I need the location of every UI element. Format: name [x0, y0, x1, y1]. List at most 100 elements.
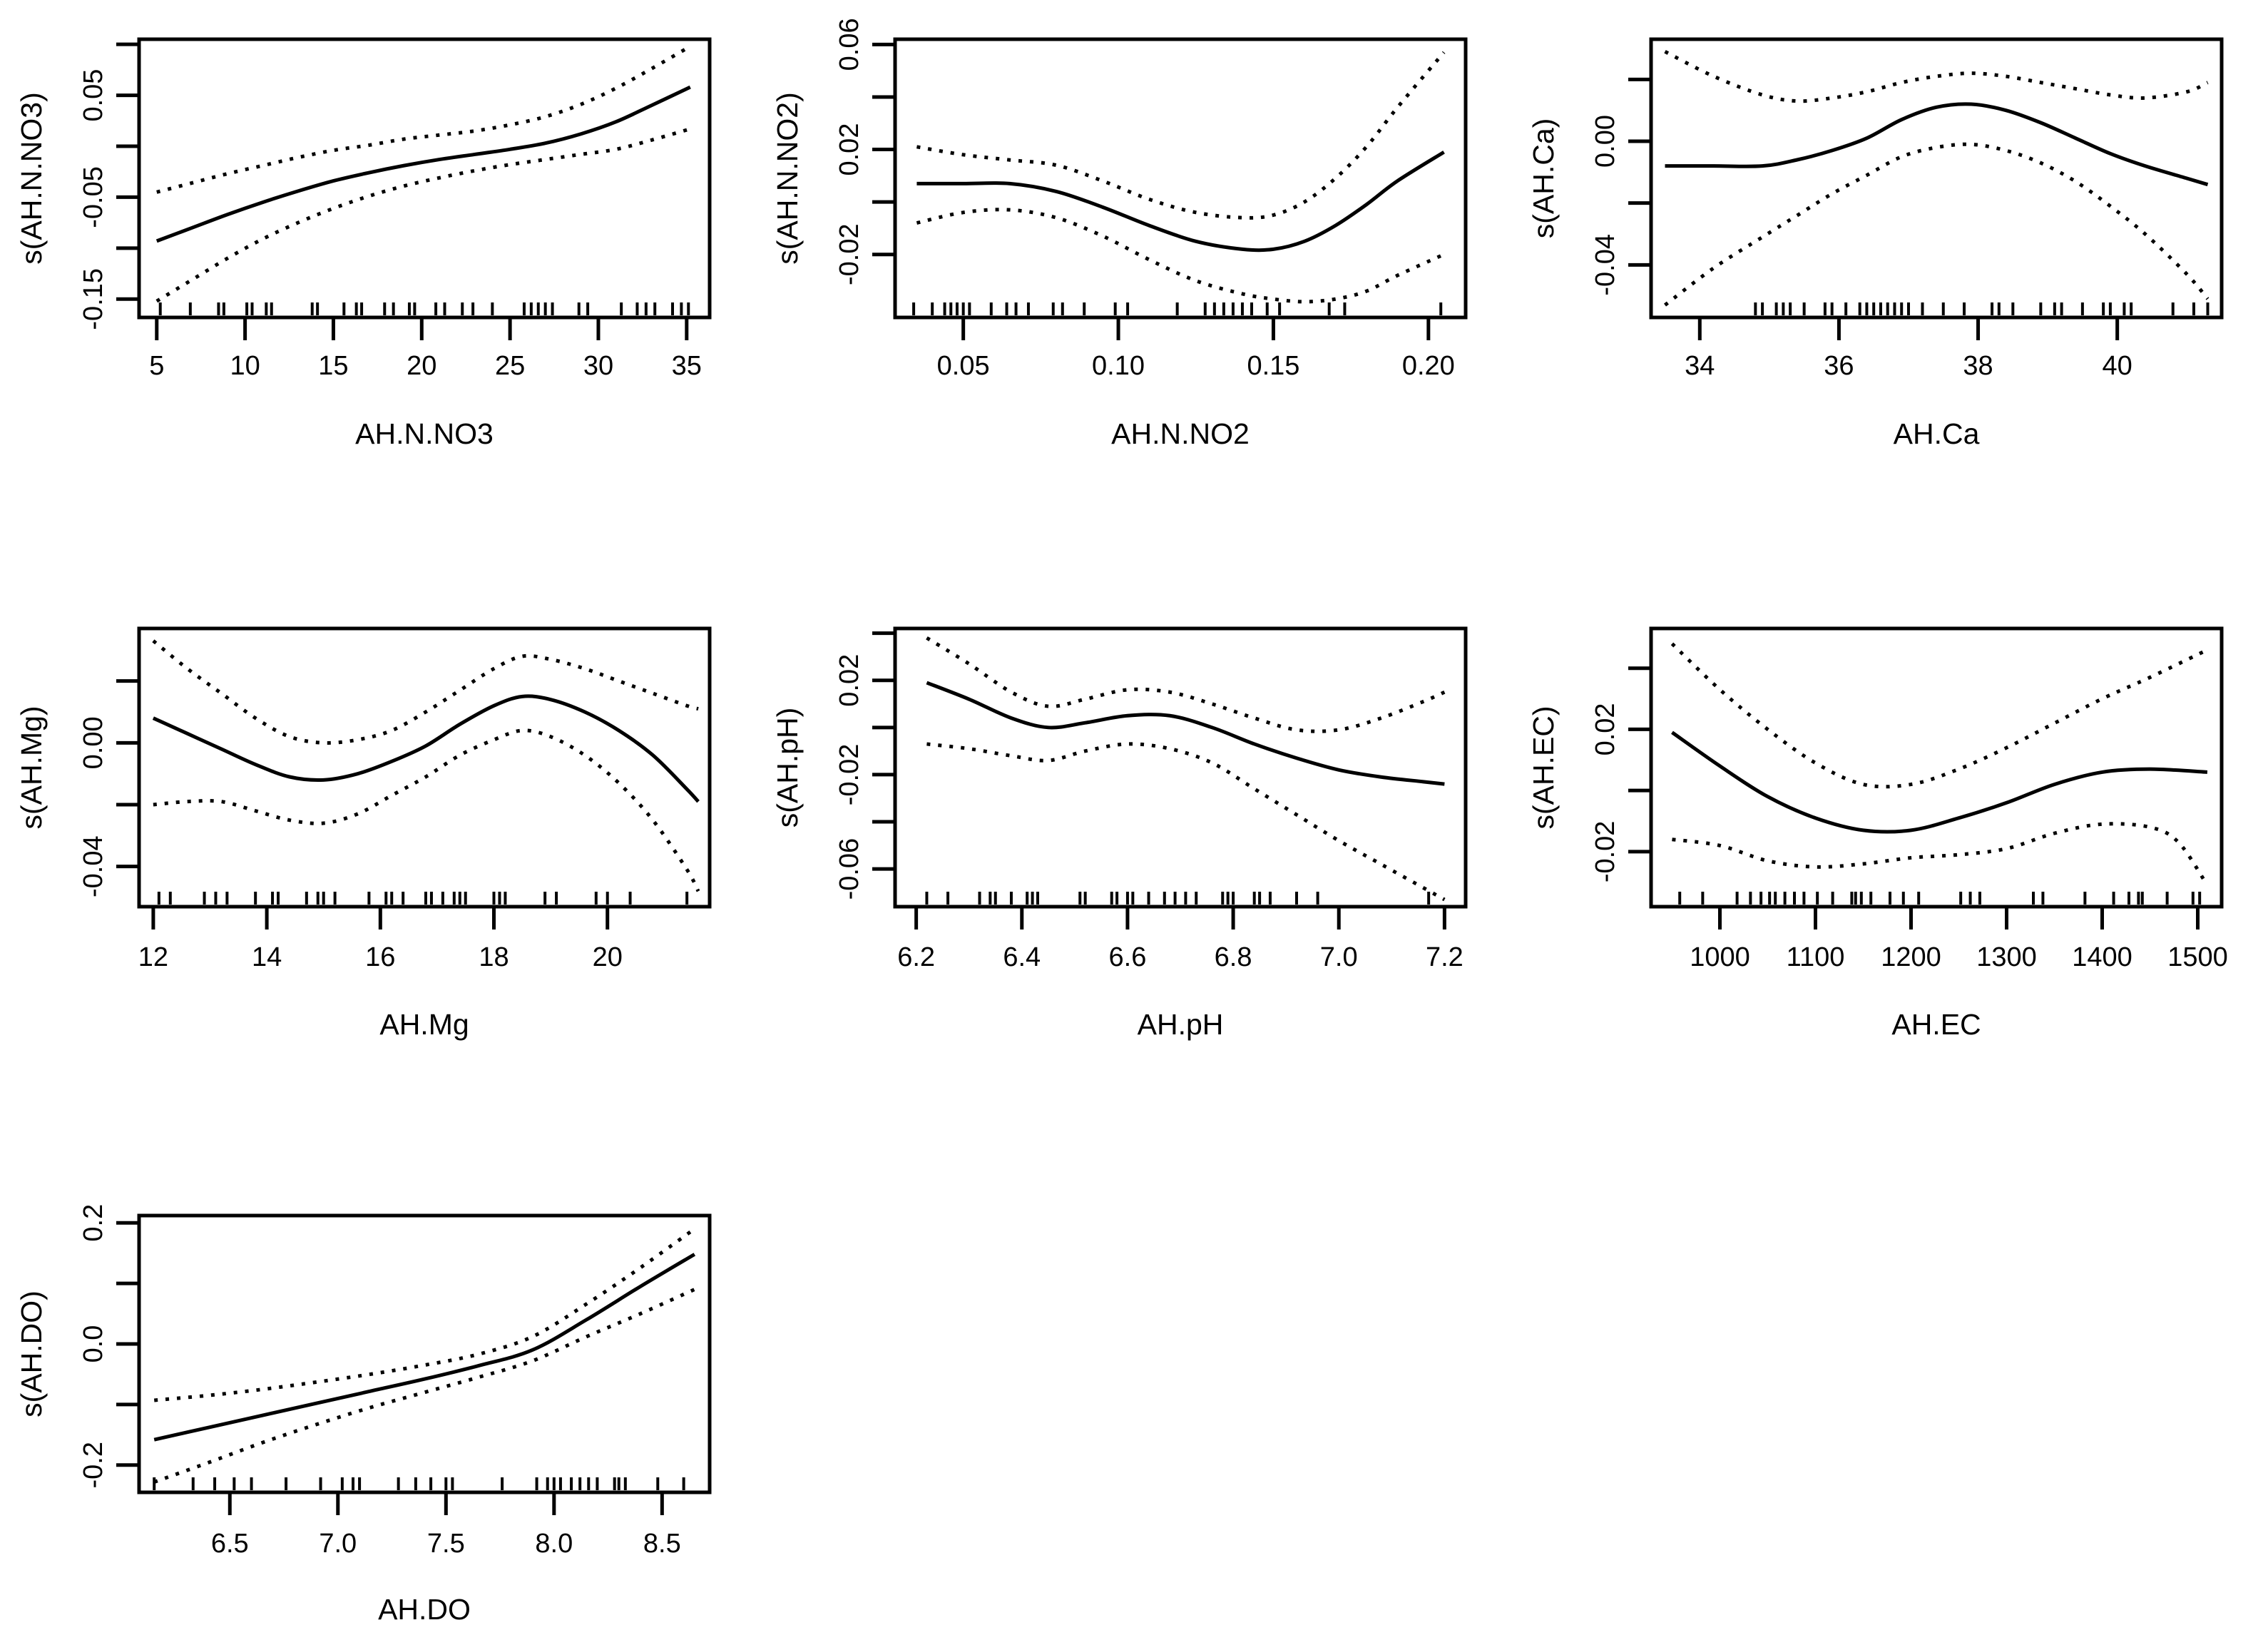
lower-95ci-line: [1672, 822, 2209, 887]
upper-95ci-line: [156, 44, 692, 194]
gam-panel-AH.N.NO2: 0.05 0.10 0.15 0.20 0.06 0.02 -0.02 AH.N.NO2 s(A…: [756, 0, 1512, 547]
y-tick-label: 0.06: [834, 18, 864, 71]
y-tick-label: -0.06: [834, 838, 864, 900]
y-tick-label: -0.02: [1590, 821, 1620, 883]
gam-panel-AH.Mg: 12 14 16 18 20 0.00 -0.04 AH.Mg s(AH.Mg): [0, 546, 756, 1094]
y-tick-label: 0.02: [834, 123, 864, 176]
x-tick-label: 34: [1685, 351, 1715, 381]
x-tick-label: 40: [2103, 351, 2132, 381]
y-tick-label: 0.02: [834, 654, 864, 707]
y-tick-label: -0.04: [78, 835, 108, 897]
lower-95ci-line: [153, 1288, 695, 1484]
x-tick-label: 8.0: [535, 1529, 573, 1559]
x-tick-label: 8.5: [643, 1529, 681, 1559]
x-axis-title: AH.Ca: [1894, 417, 1980, 450]
gam-panel-AH.EC: 1000 1100 1200 1300 1400 1500 0.02 -0.02 AH.EC s(…: [1512, 546, 2268, 1094]
rug-marks: [1678, 892, 2202, 905]
fit-line: [1671, 730, 2208, 834]
lower-95ci-line: [916, 208, 1445, 304]
x-tick-label: 6.6: [1109, 942, 1147, 972]
lower-95ci-line: [153, 728, 700, 892]
x-tick-label: 0.15: [1247, 351, 1299, 381]
x-axis-title: AH.N.NO3: [355, 417, 494, 450]
x-tick-label: 20: [593, 942, 623, 972]
x-tick-label: 36: [1824, 351, 1854, 381]
y-tick-label: 0.2: [78, 1204, 108, 1242]
x-axis-title: AH.EC: [1891, 1008, 1981, 1041]
rug-marks: [157, 892, 689, 905]
rug-marks: [153, 1477, 685, 1490]
x-tick-label: 25: [495, 351, 525, 381]
panel-plot: 6.5 7.0 7.5 8.0 8.5 0.2 0.0 -0.2 AH.DO s(AH.DO): [15, 1204, 712, 1626]
y-axis-title: s(AH.N.NO3): [15, 92, 48, 264]
x-tick-label: 14: [252, 942, 282, 972]
panel-plot: 1000 1100 1200 1300 1400 1500 0.02 -0.02 AH.EC s(…: [1527, 626, 2228, 1041]
x-tick-label: 16: [365, 942, 395, 972]
x-tick-label: 0.05: [937, 351, 990, 381]
fit-line: [1665, 102, 2209, 187]
x-tick-label: 7.2: [1426, 942, 1464, 972]
x-tick-label: 6.4: [1003, 942, 1041, 972]
y-axis-title: s(AH.N.NO2): [771, 92, 804, 264]
y-tick-label: -0.04: [1590, 234, 1620, 296]
plot-box: [137, 37, 712, 320]
x-tick-label: 20: [407, 351, 436, 381]
gam-panel-AH.DO: 6.5 7.0 7.5 8.0 8.5 0.2 0.0 -0.2 AH.DO s(AH.DO): [0, 1093, 756, 1640]
panel-plot: 0.05 0.10 0.15 0.20 0.06 0.02 -0.02 AH.N.NO2 s(A…: [771, 18, 1468, 450]
x-tick-label: 18: [479, 942, 509, 972]
upper-95ci-line: [1670, 642, 2208, 789]
y-tick-label: -0.05: [78, 166, 108, 228]
rug-marks: [158, 302, 690, 315]
x-axis-title: AH.Mg: [379, 1008, 469, 1041]
x-tick-label: 1200: [1881, 942, 1941, 972]
upper-95ci-line: [153, 1227, 696, 1402]
rug-marks: [925, 892, 1431, 905]
y-tick-label: 0.00: [78, 716, 108, 769]
x-tick-label: 1500: [2167, 942, 2228, 972]
panel-plot: 5 10 15 20 25 30 35 0.05 -0.05 -0.15 AH.N.NO3 s(AH.…: [15, 37, 712, 450]
x-tick-label: 10: [230, 351, 260, 381]
x-tick-label: 6.8: [1215, 942, 1252, 972]
x-tick-label: 38: [1963, 351, 1993, 381]
x-tick-label: 1300: [1976, 942, 2037, 972]
fit-line: [155, 85, 691, 243]
plot-box: [137, 1213, 712, 1494]
rug-marks: [1754, 302, 2210, 315]
panel-plot: 34 36 38 40 0.00 -0.04 AH.Ca s(AH.Ca): [1527, 37, 2224, 450]
plot-box: [1649, 37, 2224, 320]
fit-line: [916, 151, 1445, 253]
fit-line: [153, 1253, 696, 1442]
y-tick-label: -0.02: [834, 744, 864, 806]
x-tick-label: 15: [318, 351, 348, 381]
x-tick-label: 7.0: [1320, 942, 1358, 972]
y-tick-label: 0.02: [1590, 703, 1620, 755]
y-tick-label: 0.00: [1590, 115, 1620, 168]
x-tick-label: 1100: [1787, 942, 1845, 972]
upper-95ci-line: [152, 639, 699, 745]
upper-95ci-line: [1664, 50, 2209, 103]
lower-95ci-line: [155, 127, 691, 303]
x-tick-label: 35: [672, 351, 702, 381]
y-tick-label: -0.2: [78, 1442, 108, 1488]
gam-panel-AH.pH: 6.2 6.4 6.6 6.8 7.0 7.2 0.02 -0.02 -0.06 AH.pH s(A…: [756, 546, 1512, 1094]
gam-panel-AH.N.NO3: 5 10 15 20 25 30 35 0.05 -0.05 -0.15 AH.N.NO3 s(AH.…: [0, 0, 756, 547]
x-tick-label: 1000: [1690, 942, 1750, 972]
x-tick-label: 6.5: [211, 1529, 249, 1559]
y-tick-label: 0.05: [78, 69, 108, 122]
y-axis-title: s(AH.pH): [771, 708, 804, 828]
x-tick-label: 6.2: [897, 942, 935, 972]
y-axis-title: s(AH.EC): [1527, 706, 1560, 829]
x-tick-label: 0.10: [1092, 351, 1145, 381]
lower-95ci-line: [1663, 142, 2210, 307]
fit-line: [152, 694, 700, 803]
lower-95ci-line: [926, 742, 1446, 902]
y-tick-label: 0.0: [78, 1325, 108, 1363]
plot-box: [137, 626, 712, 909]
panel-plot: 6.2 6.4 6.6 6.8 7.0 7.2 0.02 -0.02 -0.06 AH.pH s(A…: [771, 626, 1468, 1041]
x-tick-label: 12: [138, 942, 168, 972]
fit-line: [926, 681, 1445, 786]
x-tick-label: 7.0: [319, 1529, 357, 1559]
x-tick-label: 0.20: [1402, 351, 1455, 381]
x-tick-label: 5: [149, 351, 164, 381]
plot-box: [893, 626, 1468, 909]
